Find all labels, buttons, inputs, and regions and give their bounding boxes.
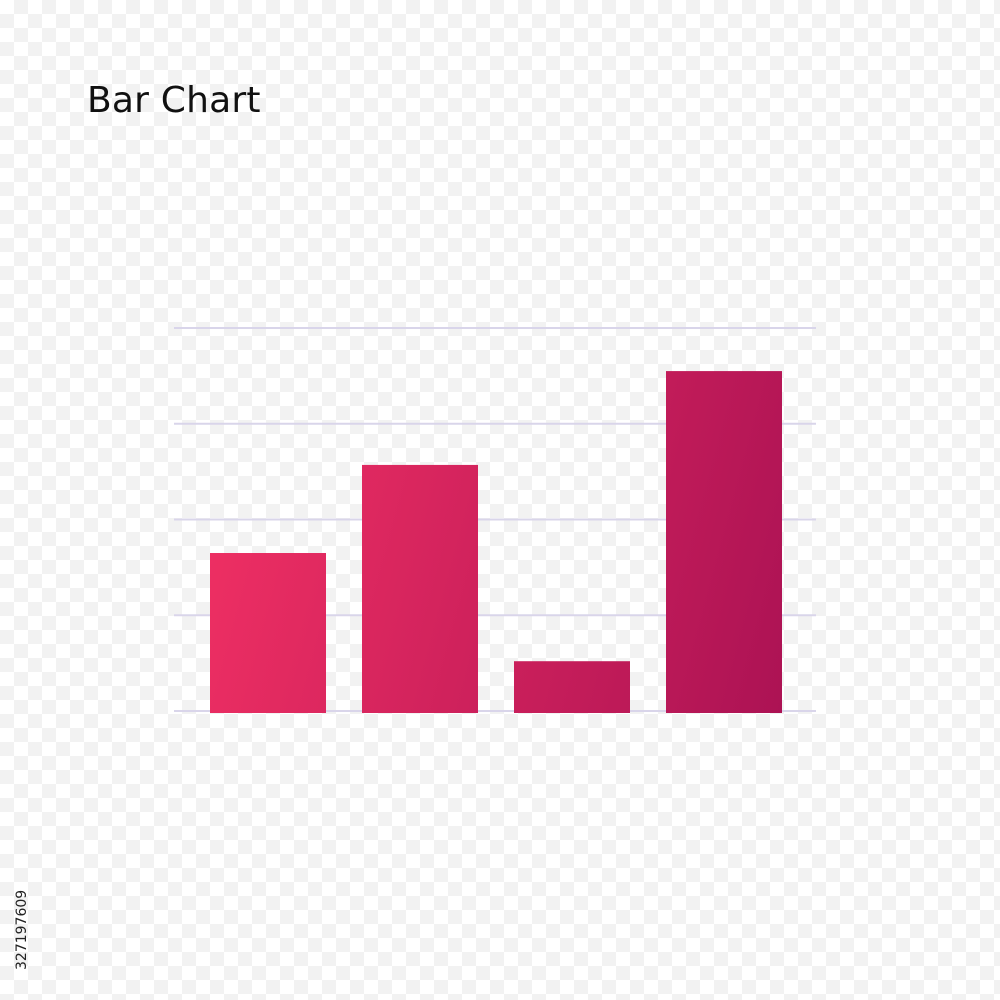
bars [210,371,782,713]
stock-id-text: 327197609 [14,889,30,970]
bar-3 [514,661,630,713]
stock-id: 327197609 [6,770,36,970]
chart-title: Bar Chart [87,80,261,121]
bar-2 [362,464,478,713]
bar-1 [210,553,326,713]
bar-4 [666,371,782,713]
